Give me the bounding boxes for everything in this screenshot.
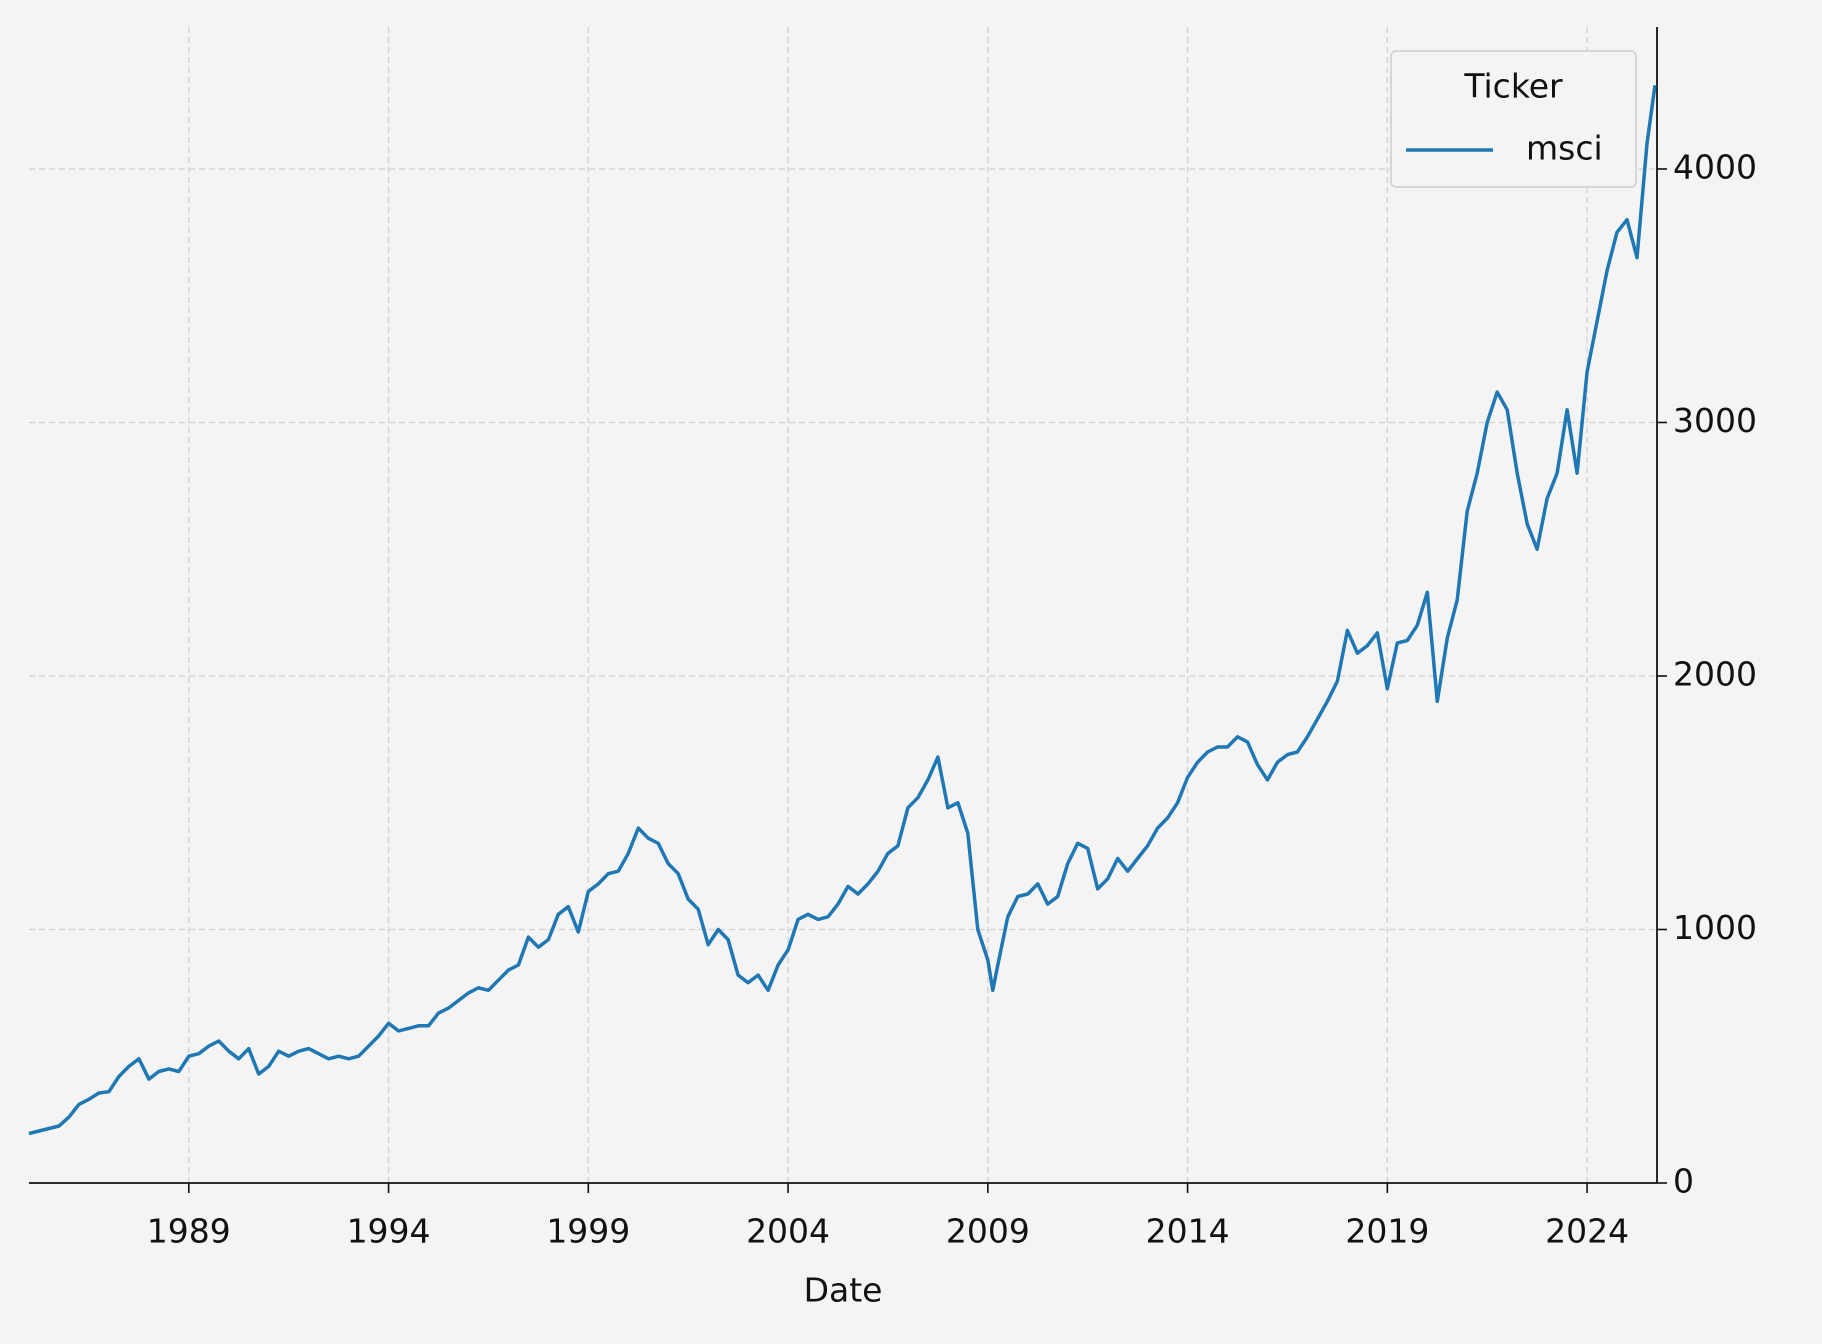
x-tick-label: 1989	[147, 1212, 231, 1251]
x-tick-label: 2009	[946, 1212, 1030, 1251]
x-tick-label: 2004	[746, 1212, 830, 1251]
x-tick-label: 1994	[347, 1212, 431, 1251]
data-line	[28, 85, 1657, 1136]
legend-box	[1390, 50, 1637, 188]
y-tick-label: 4000	[1673, 147, 1757, 186]
x-tick-label: 1999	[546, 1212, 630, 1251]
legend-title: Ticker	[1463, 67, 1563, 106]
x-tick-label: 2019	[1345, 1212, 1429, 1251]
y-tick-label: 1000	[1673, 908, 1757, 947]
x-axis-label: Date	[804, 1271, 883, 1310]
legend-label: msci	[1526, 129, 1603, 168]
x-tick-label: 2014	[1146, 1212, 1230, 1251]
y-tick-label: 3000	[1673, 401, 1757, 440]
y-tick-label: 2000	[1673, 654, 1757, 693]
y-tick-label: 0	[1673, 1162, 1694, 1201]
x-tick-label: 2024	[1545, 1212, 1629, 1251]
